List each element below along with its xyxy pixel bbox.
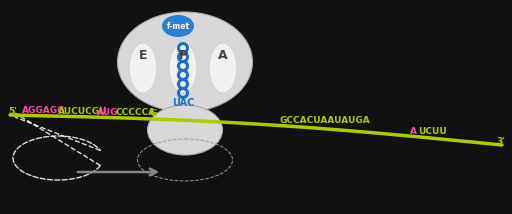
Ellipse shape bbox=[169, 43, 197, 93]
Text: E: E bbox=[139, 49, 147, 61]
Text: CCCCCA: CCCCCA bbox=[115, 108, 155, 117]
Ellipse shape bbox=[147, 105, 223, 155]
Text: G: G bbox=[150, 109, 157, 118]
Text: P: P bbox=[179, 49, 187, 61]
Text: f-met: f-met bbox=[166, 21, 189, 31]
Text: GCCACUAAUAUGA: GCCACUAAUAUGA bbox=[280, 116, 371, 125]
Text: 3': 3' bbox=[496, 137, 505, 146]
Text: AUG: AUG bbox=[97, 108, 118, 117]
Text: UCUU: UCUU bbox=[418, 127, 447, 136]
Text: UAC: UAC bbox=[172, 98, 194, 108]
Ellipse shape bbox=[129, 43, 157, 93]
Text: A: A bbox=[410, 126, 417, 135]
Ellipse shape bbox=[117, 12, 252, 112]
Text: AGGAGG: AGGAGG bbox=[22, 106, 66, 115]
Text: 5': 5' bbox=[8, 107, 17, 116]
Ellipse shape bbox=[162, 15, 194, 37]
Text: A: A bbox=[218, 49, 228, 61]
Text: AUCUCGU: AUCUCGU bbox=[58, 107, 108, 116]
Ellipse shape bbox=[209, 43, 237, 93]
